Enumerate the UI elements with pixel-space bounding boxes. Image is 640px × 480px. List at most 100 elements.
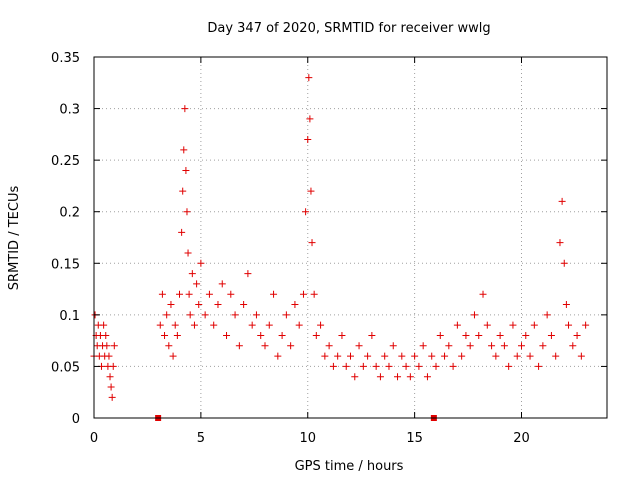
data-point xyxy=(462,331,470,339)
ticks xyxy=(93,56,607,419)
data-point xyxy=(195,301,203,309)
data-point xyxy=(278,331,286,339)
data-point xyxy=(368,331,376,339)
data-point xyxy=(492,352,500,360)
y-tick-label: 0.3 xyxy=(59,103,80,118)
data-point xyxy=(180,146,188,154)
data-point xyxy=(184,249,192,257)
data-point xyxy=(577,352,585,360)
data-point xyxy=(565,321,573,329)
data-point xyxy=(299,290,307,298)
data-point xyxy=(169,352,177,360)
data-point xyxy=(483,321,491,329)
data-point xyxy=(223,331,231,339)
data-point xyxy=(505,362,513,370)
data-point xyxy=(156,321,164,329)
data-point xyxy=(308,239,316,247)
data-point xyxy=(338,331,346,339)
data-point xyxy=(181,105,189,113)
data-point xyxy=(158,290,166,298)
data-point xyxy=(552,352,560,360)
data-point xyxy=(428,352,436,360)
data-point xyxy=(385,362,393,370)
data-point xyxy=(547,331,555,339)
x-tick-label: 0 xyxy=(90,431,98,446)
data-point xyxy=(102,331,110,339)
data-point xyxy=(411,352,419,360)
x-tick-labels: 0 5 10 15 20 xyxy=(90,431,530,446)
data-point xyxy=(436,331,444,339)
data-point xyxy=(186,311,194,319)
x-tick-label: 5 xyxy=(197,431,205,446)
data-point xyxy=(310,290,318,298)
y-tick-label: 0.1 xyxy=(59,309,80,324)
data-point xyxy=(105,352,113,360)
y-tick-label: 0.15 xyxy=(51,257,80,272)
data-point xyxy=(329,362,337,370)
data-point xyxy=(530,321,538,329)
data-point xyxy=(518,342,525,350)
data-point xyxy=(108,393,116,401)
data-point xyxy=(334,352,342,360)
data-point xyxy=(227,290,235,298)
data-point xyxy=(312,331,320,339)
data-point xyxy=(543,311,551,319)
data-point xyxy=(165,342,173,350)
data-point xyxy=(372,362,380,370)
data-point xyxy=(389,342,397,350)
data-point xyxy=(321,352,329,360)
data-point xyxy=(287,342,295,350)
data-point xyxy=(513,352,521,360)
data-point xyxy=(558,197,566,205)
y-tick-label: 0.35 xyxy=(51,51,80,66)
data-point xyxy=(265,321,273,329)
data-point xyxy=(569,342,577,350)
data-point xyxy=(183,208,191,216)
data-point xyxy=(453,321,461,329)
data-point xyxy=(479,290,487,298)
data-point xyxy=(466,342,474,350)
data-point xyxy=(257,331,265,339)
data-point xyxy=(376,373,384,381)
data-markers xyxy=(90,74,590,421)
data-point xyxy=(305,74,313,82)
data-point xyxy=(179,187,187,195)
data-point xyxy=(182,166,190,174)
data-point xyxy=(178,228,186,236)
data-point xyxy=(197,259,205,267)
data-point xyxy=(252,311,260,319)
data-point xyxy=(445,342,453,350)
data-point xyxy=(419,342,427,350)
data-point xyxy=(161,331,169,339)
data-point xyxy=(381,352,389,360)
y-axis-label: SRMTID / TECUs xyxy=(7,186,22,291)
data-point xyxy=(167,301,175,309)
data-point xyxy=(470,311,478,319)
y-tick-label: 0.05 xyxy=(51,360,80,375)
data-point xyxy=(103,342,111,350)
data-point xyxy=(107,383,115,391)
data-point xyxy=(423,373,431,381)
chart-title: Day 347 of 2020, SRMTID for receiver wwl… xyxy=(207,21,490,36)
data-point xyxy=(562,301,570,309)
data-point xyxy=(163,311,171,319)
x-tick-label: 20 xyxy=(513,431,530,446)
data-point xyxy=(364,352,372,360)
data-point xyxy=(231,311,239,319)
data-point xyxy=(351,373,359,381)
data-point xyxy=(415,362,423,370)
data-point xyxy=(218,280,226,288)
data-point xyxy=(100,321,108,329)
data-point xyxy=(302,208,310,216)
data-point xyxy=(205,290,213,298)
data-point xyxy=(185,290,193,298)
data-point xyxy=(359,362,367,370)
data-point xyxy=(582,321,590,329)
x-axis-label: GPS time / hours xyxy=(295,459,404,474)
data-point xyxy=(488,342,496,350)
data-point xyxy=(317,321,325,329)
data-point xyxy=(110,342,118,350)
data-point xyxy=(235,342,243,350)
data-point xyxy=(270,290,278,298)
